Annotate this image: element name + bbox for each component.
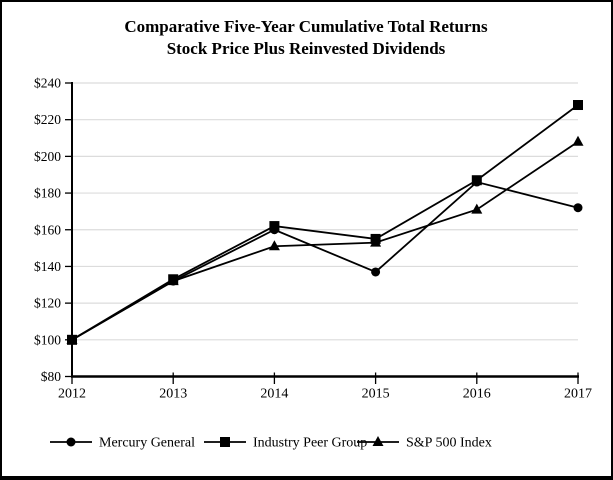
chart-title-line2: Stock Price Plus Reinvested Dividends — [167, 39, 446, 58]
industry-peer-group-marker-icon — [370, 233, 381, 244]
x-tick-label: 2014 — [260, 387, 288, 402]
x-tick-label: 2017 — [564, 387, 592, 402]
mercury-general-marker-icon — [371, 267, 381, 277]
legend-marker-s-p-500-index-icon — [372, 436, 384, 446]
x-tick-label: 2013 — [159, 387, 187, 402]
x-tick-label: 2015 — [362, 387, 390, 402]
industry-peer-group-marker-icon — [269, 221, 280, 232]
industry-peer-group-marker-icon — [471, 175, 482, 186]
mercury-general-marker-icon — [573, 203, 583, 213]
y-tick-label: $140 — [34, 259, 61, 274]
legend-marker-mercury-general-icon — [66, 437, 76, 447]
series-markers-industry-peer-group — [67, 100, 583, 345]
y-tick-label: $160 — [34, 222, 61, 237]
y-tick-label: $100 — [34, 332, 61, 347]
s-p-500-index-marker-icon — [471, 203, 483, 214]
legend-item-industry-peer-group: Industry Peer Group — [204, 436, 367, 451]
legend-label-s-p-500-index: S&P 500 Index — [406, 436, 492, 451]
s-p-500-index-marker-icon — [572, 135, 584, 146]
y-tick-label: $220 — [34, 112, 61, 127]
legend-marker-industry-peer-group-icon — [220, 437, 230, 447]
y-tick-label: $200 — [34, 149, 61, 164]
legend-item-s-p-500-index: S&P 500 Index — [357, 436, 492, 451]
legend-label-mercury-general: Mercury General — [99, 436, 195, 451]
series-line-industry-peer-group — [71, 104, 579, 341]
industry-peer-group-marker-icon — [573, 100, 583, 111]
industry-peer-group-marker-icon — [67, 334, 77, 345]
series-line-s-p-500-index — [71, 140, 579, 341]
legend: Mercury General Industry Peer Group S&P 50… — [50, 436, 492, 451]
y-tick-label: $240 — [34, 76, 61, 91]
gridlines — [73, 82, 578, 341]
y-tick-label: $120 — [34, 296, 61, 311]
legend-item-mercury-general: Mercury General — [50, 436, 195, 451]
chart-title-line1: Comparative Five-Year Cumulative Total R… — [124, 17, 488, 36]
y-tick-label: $180 — [34, 186, 61, 201]
industry-peer-group-marker-icon — [168, 274, 179, 285]
series-markers-mercury-general — [67, 177, 583, 345]
x-tick-label: 2012 — [58, 387, 86, 402]
series-line-mercury-general — [71, 181, 579, 341]
s-p-500-index-marker-icon — [268, 240, 280, 251]
series-markers-s-p-500-index — [66, 135, 584, 344]
legend-label-industry-peer-group: Industry Peer Group — [253, 436, 367, 451]
y-axis-labels: $80 $100 $120 $140 $160 $180 $200 $220 $240 — [34, 76, 72, 384]
x-axis-labels: 2012 2013 2014 2015 2016 2017 — [58, 372, 592, 402]
y-tick-label: $80 — [41, 369, 62, 384]
x-tick-label: 2016 — [463, 387, 491, 402]
